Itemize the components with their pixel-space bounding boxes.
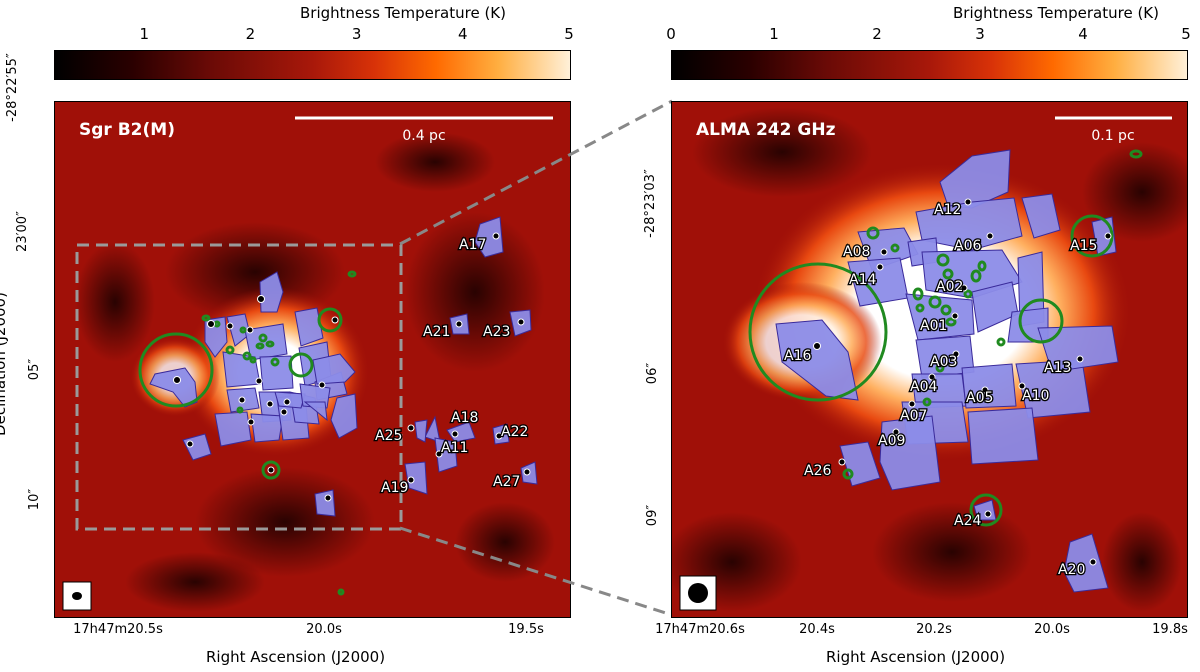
left-panel-image: Sgr B2(M) 0.4 pc A17 A21 A23 A18 A22 A25… [54, 101, 571, 618]
right-beam [679, 575, 717, 611]
colorbar-left-tick-5: 5 [564, 25, 574, 43]
right-x-tick-2: 20.4s [799, 622, 835, 637]
right-green-rings [748, 149, 1143, 527]
source-label-A01: A01 [920, 318, 947, 334]
source-label-A04: A04 [910, 379, 937, 395]
colorbar-left-tick-3: 3 [351, 25, 362, 43]
source-label-A12: A12 [934, 202, 961, 218]
colorbar-left-tick-2: 2 [245, 25, 256, 43]
source-label-A02: A02 [936, 279, 963, 295]
source-label-A15: A15 [1070, 238, 1097, 254]
source-label-A19: A19 [381, 480, 408, 496]
source-label-A14: A14 [849, 272, 876, 288]
colorbar-left-tick-4: 4 [458, 25, 468, 43]
colorbar-title-right: Brightness Temperature (K) [953, 4, 1159, 22]
source-label-A11: A11 [441, 440, 468, 456]
colorbar-title-left: Brightness Temperature (K) [300, 4, 506, 22]
source-label-A09: A09 [878, 433, 905, 449]
source-label-A03: A03 [930, 354, 957, 370]
left-green-rings [138, 270, 357, 596]
source-label-A13: A13 [1044, 360, 1071, 376]
left-source-labels: A17 A21 A23 A18 A22 A25 A11 A19 A27 [374, 236, 530, 498]
left-beam [62, 581, 92, 611]
left-scale-label: 0.4 pc [402, 128, 445, 144]
source-label-A06: A06 [954, 238, 981, 254]
left-panel-title: Sgr B2(M) [79, 120, 175, 140]
left-x-tick-1: 17h47m20.5s [73, 622, 163, 637]
right-source-dots [813, 198, 1112, 566]
source-label-A21: A21 [423, 324, 450, 340]
right-scale-label: 0.1 pc [1091, 128, 1134, 144]
right-source-labels: A12 A08 A06 A15 A14 A02 A01 A16 A03 A13 … [783, 201, 1099, 580]
colorbar-right [671, 50, 1188, 80]
right-x-tick-1: 17h47m20.6s [655, 622, 745, 637]
colorbar-right-tick-5: 5 [1181, 25, 1191, 43]
source-label-A24: A24 [954, 513, 981, 529]
source-label-A27: A27 [493, 474, 520, 490]
source-label-A16: A16 [784, 348, 811, 364]
left-x-axis-label: Right Ascension (J2000) [206, 648, 386, 666]
right-x-axis-label: Right Ascension (J2000) [826, 648, 1006, 666]
source-label-A17: A17 [459, 237, 486, 253]
source-label-A08: A08 [843, 244, 870, 260]
colorbar-right-tick-2: 2 [872, 25, 882, 43]
left-source-dots [173, 232, 531, 502]
source-label-A18: A18 [451, 410, 478, 426]
source-label-A25: A25 [375, 428, 402, 444]
source-label-A22: A22 [501, 424, 528, 440]
colorbar-right-tick-3: 3 [975, 25, 985, 43]
colorbar-right-tick-1: 1 [769, 25, 779, 43]
right-y-tick-3: 09″ [645, 504, 661, 527]
zoom-box [75, 243, 403, 531]
source-label-A20: A20 [1058, 562, 1085, 578]
right-x-tick-4: 20.0s [1034, 622, 1070, 637]
source-label-A26: A26 [804, 463, 831, 479]
source-label-A07: A07 [900, 408, 927, 424]
source-label-A23: A23 [483, 324, 510, 340]
colorbar-left-tick-1: 1 [139, 25, 150, 43]
right-y-tick-2: 06″ [645, 362, 661, 385]
right-x-tick-3: 20.2s [916, 622, 952, 637]
left-x-tick-2: 20.0s [306, 622, 342, 637]
right-x-tick-5: 19.8s [1152, 622, 1188, 637]
colorbar-right-tick-4: 4 [1078, 25, 1088, 43]
source-label-A05: A05 [966, 390, 993, 406]
right-panel-title: ALMA 242 GHz [696, 120, 836, 140]
colorbar-left [54, 50, 571, 80]
right-y-tick-1: -28°23′03″ [642, 169, 658, 238]
left-x-tick-3: 19.5s [508, 622, 544, 637]
colorbar-right-tick-0: 0 [666, 25, 676, 43]
right-panel-image: ALMA 242 GHz 0.1 pc A12 A08 A06 A15 A14 … [671, 101, 1188, 618]
source-label-A10: A10 [1022, 388, 1049, 404]
